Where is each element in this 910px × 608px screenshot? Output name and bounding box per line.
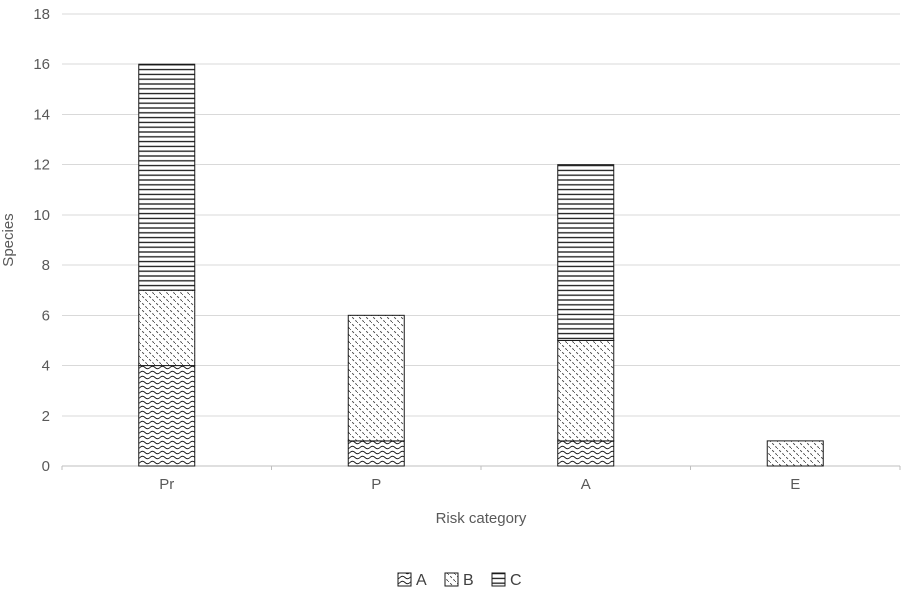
- bars-layer: [138, 63, 824, 467]
- x-category-label: Pr: [159, 476, 174, 493]
- y-tick-label: 18: [33, 6, 50, 23]
- x-category-label: P: [371, 476, 381, 493]
- bar-segment-Pr-B: [138, 289, 196, 367]
- legend-swatch-A: [397, 572, 412, 587]
- y-tick-label: 14: [33, 106, 50, 123]
- legend: A B C: [397, 572, 522, 589]
- gridlines-layer: [61, 13, 901, 470]
- legend-swatch-B: [444, 572, 459, 587]
- legend-swatch-C: [491, 572, 506, 587]
- y-tick-label: 2: [42, 408, 50, 425]
- y-tick-label: 0: [42, 458, 50, 475]
- y-tick-label: 6: [42, 307, 50, 324]
- bar-segment-P-A: [347, 440, 405, 467]
- bar-segment-Pr-A: [138, 365, 196, 467]
- x-category-label: E: [790, 476, 800, 493]
- x-axis-title: Risk category: [436, 510, 527, 527]
- legend-label-B: B: [463, 572, 474, 589]
- y-tick-label: 16: [33, 56, 50, 73]
- y-tick-label: 10: [33, 207, 50, 224]
- bar-segment-A-A: [557, 440, 615, 467]
- axis-labels-layer: 0 2 4 6 8 10 12 14 16 18 Pr P A E: [33, 6, 800, 493]
- y-tick-label: 8: [42, 257, 50, 274]
- bar-segment-Pr-C: [138, 63, 196, 291]
- bar-segment-A-C: [557, 164, 615, 341]
- bar-segment-A-B: [557, 339, 615, 442]
- legend-label-A: A: [416, 572, 427, 589]
- legend-label-C: C: [510, 572, 522, 589]
- y-tick-label: 4: [42, 358, 50, 375]
- y-axis-title: Species: [0, 213, 17, 266]
- bar-segment-P-B: [347, 314, 405, 442]
- bar-segment-E-B: [766, 440, 824, 467]
- x-category-label: A: [581, 476, 591, 493]
- y-tick-label: 12: [33, 157, 50, 174]
